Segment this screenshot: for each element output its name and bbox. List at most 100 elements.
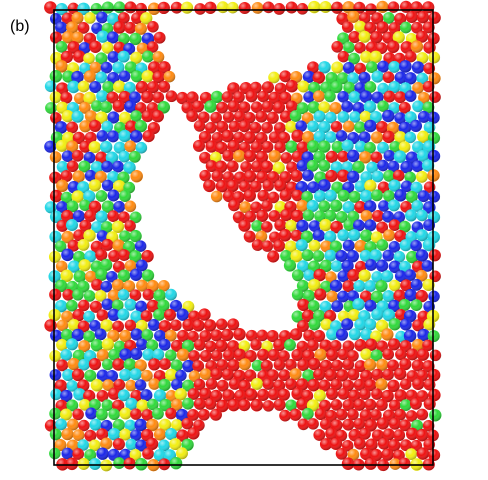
particle-sphere-shading (359, 151, 372, 164)
particle-sphere-shading (319, 300, 332, 313)
particle-sphere-shading (360, 409, 372, 422)
particle-sphere-shading (318, 61, 331, 74)
particle-sphere-shading (119, 230, 131, 242)
particle-sphere-shading (302, 369, 315, 382)
particle-sphere-shading (330, 120, 343, 133)
particle-sphere-shading (96, 447, 109, 460)
particle-sphere-shading (325, 170, 338, 182)
particle-sphere-shading (423, 239, 435, 251)
particle-sphere-shading (124, 1, 137, 14)
particle-sphere-shading (56, 180, 69, 192)
particle-sphere-shading (72, 210, 85, 223)
particle-sphere-shading (221, 91, 234, 103)
particle-sphere-shading (394, 308, 407, 321)
particle-sphere-shading (347, 72, 359, 85)
particle-sphere-shading (354, 180, 367, 193)
particle-sphere-shading (125, 438, 138, 451)
particle-sphere-shading (91, 339, 103, 352)
particle-sphere-shading (66, 399, 79, 412)
particle-sphere-shading (257, 189, 270, 202)
particle-sphere-shading (186, 110, 199, 122)
particle-sphere-shading (210, 349, 223, 362)
particle-sphere-shading (176, 92, 189, 104)
particle-sphere-shading (354, 201, 367, 213)
particle-sphere-shading (119, 348, 132, 361)
particle-sphere-shading (343, 219, 356, 232)
particle-sphere-shading (118, 130, 131, 142)
particle-sphere-shading (67, 239, 80, 252)
particle-sphere-shading (96, 428, 109, 441)
particle-sphere-shading (89, 120, 101, 132)
particle-sphere-shading (56, 201, 68, 213)
particle-sphere-shading (381, 448, 394, 461)
particle-sphere-shading (337, 348, 350, 361)
particle-sphere-shading (61, 150, 74, 163)
particle-sphere-shading (381, 328, 394, 341)
particle-sphere-shading (405, 11, 418, 23)
particle-sphere-shading (200, 350, 212, 362)
particle-sphere-shading (313, 368, 326, 381)
particle-sphere-shading (335, 447, 348, 460)
particle-sphere-shading (394, 13, 407, 25)
particle-sphere-shading (416, 249, 428, 262)
particle-sphere-shading (400, 161, 413, 174)
particle-sphere-shading (405, 448, 418, 460)
particle-sphere-shading (262, 378, 275, 390)
particle-sphere-shading (117, 12, 130, 24)
particle-sphere-shading (389, 458, 402, 470)
particle-sphere-shading (221, 368, 234, 381)
particle-sphere-shading (152, 407, 164, 420)
particle-sphere-shading (337, 290, 349, 303)
particle-sphere-shading (342, 358, 355, 371)
particle-sphere-shading (238, 399, 251, 411)
particle-sphere-shading (375, 378, 388, 391)
particle-sphere-shading (279, 189, 292, 202)
particle-sphere-shading (49, 12, 62, 25)
particle-sphere-shading (354, 20, 367, 33)
particle-sphere-shading (216, 379, 229, 392)
particle-sphere-shading (102, 81, 115, 93)
particle-sphere-shading (330, 399, 343, 411)
particle-sphere-shading (88, 439, 101, 452)
particle-sphere-shading (234, 348, 246, 361)
particle-sphere-shading (111, 299, 124, 312)
particle-sphere-shading (182, 319, 195, 331)
particle-sphere-shading (68, 181, 80, 194)
particle-sphere-shading (337, 229, 350, 242)
particle-sphere-shading (387, 40, 400, 53)
particle-sphere-shading (72, 288, 84, 301)
particle-sphere-shading (49, 91, 62, 104)
particle-sphere-shading (266, 330, 279, 342)
particle-sphere-shading (228, 120, 241, 133)
particle-sphere-shading (297, 260, 309, 273)
particle-sphere-shading (296, 102, 309, 115)
particle-sphere-shading (148, 2, 160, 15)
particle-sphere-shading (341, 260, 354, 272)
particle-sphere-shading (342, 239, 355, 252)
particle-sphere-shading (400, 180, 413, 193)
particle-sphere-shading (273, 398, 286, 411)
particle-sphere-shading (360, 348, 372, 361)
particle-sphere-shading (227, 140, 240, 153)
particle-sphere-shading (89, 40, 102, 53)
particle-sphere-shading (325, 131, 337, 143)
particle-sphere-shading (95, 71, 108, 84)
particle-sphere-shading (428, 249, 441, 262)
particle-sphere-shading (279, 92, 292, 104)
particle-sphere-shading (54, 439, 67, 451)
particle-sphere-shading (296, 199, 309, 212)
particle-sphere-shading (134, 240, 147, 252)
particle-sphere-shading (412, 260, 424, 273)
particle-sphere-shading (257, 90, 270, 103)
particle-sphere-shading (364, 379, 377, 391)
particle-sphere-shading (412, 319, 425, 332)
particle-sphere-shading (55, 280, 67, 292)
particle-sphere-shading (297, 80, 310, 93)
particle-sphere-shading (72, 309, 85, 322)
particle-sphere-shading (152, 91, 165, 104)
particle-sphere-shading (89, 418, 102, 431)
particle-sphere-shading (319, 1, 332, 13)
particle-sphere-shading (376, 340, 388, 353)
particle-sphere-shading (347, 349, 359, 362)
particle-sphere-shading (330, 260, 343, 272)
